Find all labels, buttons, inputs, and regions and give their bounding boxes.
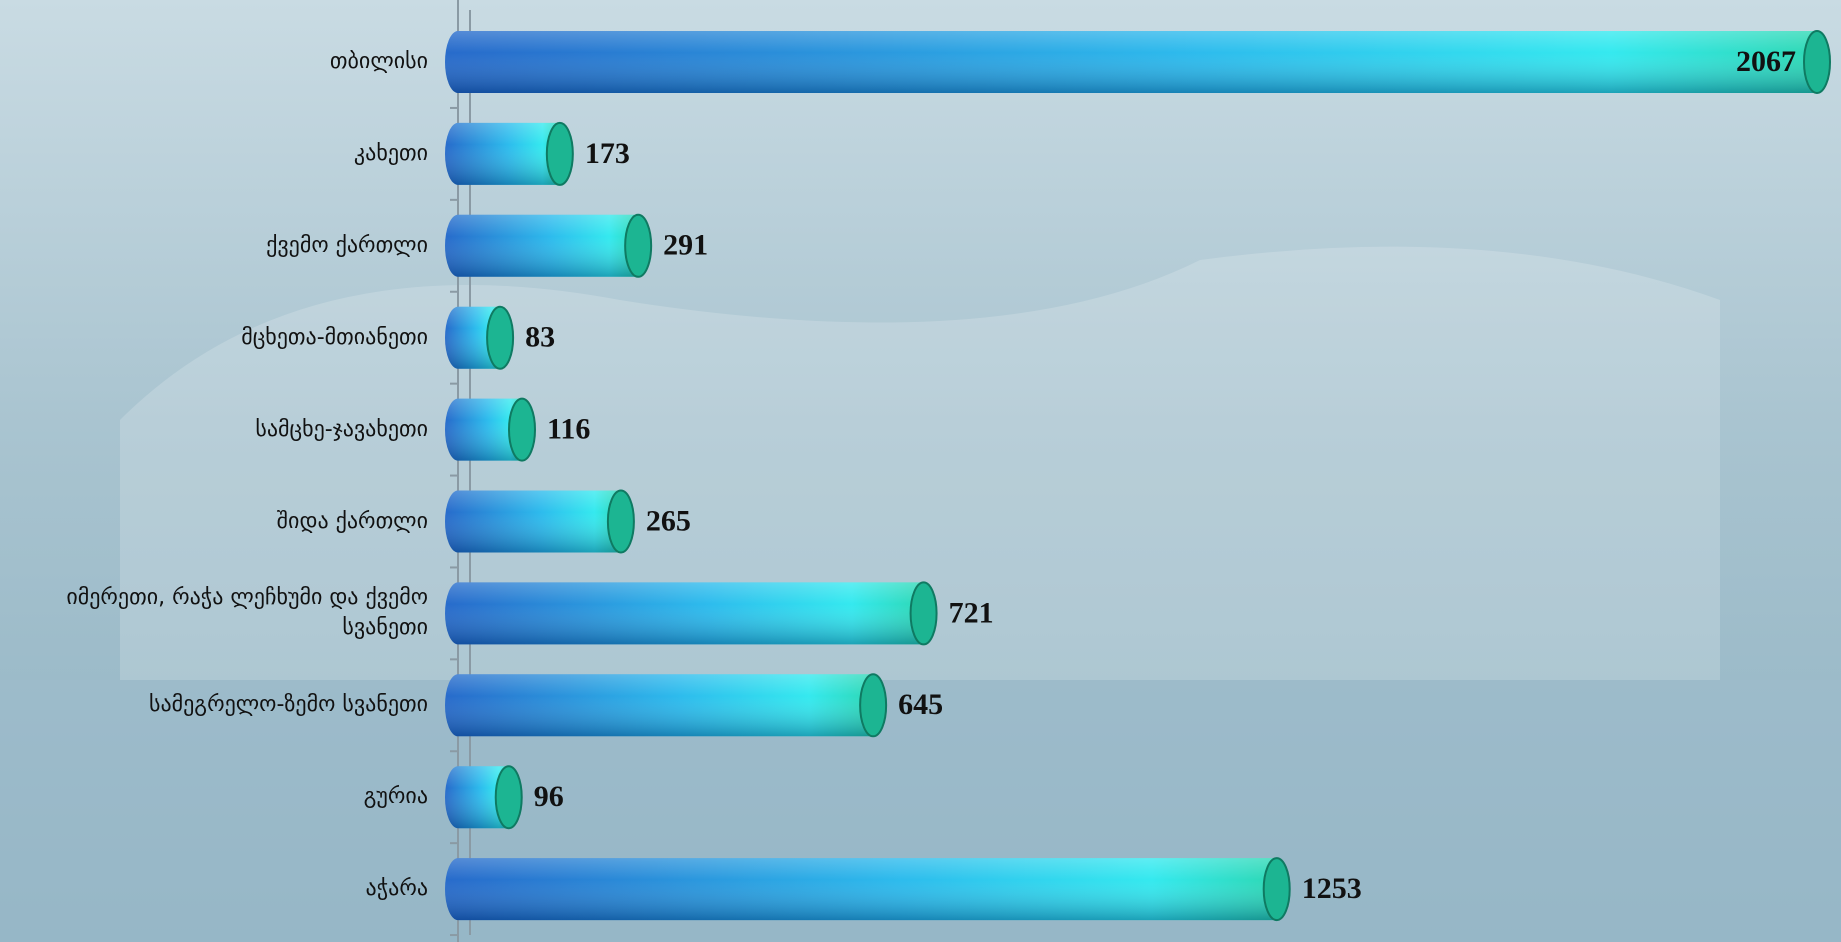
bar-cap [606, 489, 635, 554]
bar-cap [1803, 30, 1831, 94]
bar-shade [445, 31, 1817, 93]
bar-shade [445, 674, 874, 737]
value-label: 83 [525, 321, 555, 354]
bar-cap [486, 305, 515, 370]
bar-cap [507, 397, 536, 462]
category-label: ქვემო ქართლი [266, 232, 428, 258]
bar-shade [445, 766, 509, 829]
value-label: 645 [898, 688, 943, 721]
bar-shade [445, 306, 501, 369]
bar-cap [624, 213, 653, 278]
value-label: 291 [663, 229, 708, 262]
bar-shade [445, 398, 522, 461]
bars: 2067 173 291 83 116 265 721 645 96 1253 [445, 30, 1831, 937]
value-label: 96 [534, 780, 564, 813]
bar-shade [445, 582, 924, 645]
bar-shade [445, 490, 621, 553]
bar-cap [859, 673, 888, 738]
background-building [120, 246, 1720, 680]
bar-cap [909, 581, 938, 646]
bar-shade [445, 122, 560, 185]
bar-shade [445, 214, 639, 277]
value-label: 265 [646, 504, 691, 537]
value-label: 721 [949, 596, 994, 629]
category-label: სამეგრელო-ზემო სვანეთი [148, 692, 428, 718]
category-label: სამცხე-ჯავახეთი [255, 416, 428, 442]
value-label: 2067 [1736, 45, 1796, 78]
value-label: 1253 [1302, 872, 1362, 905]
value-label: 116 [547, 412, 590, 445]
category-label: კახეთი [353, 140, 428, 166]
bar-cap [494, 765, 523, 830]
bar-shade [445, 858, 1277, 921]
value-label: 173 [585, 137, 630, 170]
bar-cap [545, 121, 574, 186]
category-label: იმერეთი, რაჭა ლეჩხუმი და ქვემო სვანეთი [66, 585, 428, 641]
category-label: გურია [363, 784, 428, 810]
category-label: აჭარა [365, 876, 428, 902]
bar-cap [1262, 857, 1291, 922]
category-label: მცხეთა-მთიანეთი [241, 324, 428, 350]
category-label: შიდა ქართლი [276, 508, 428, 534]
category-label: თბილისი [329, 49, 428, 74]
